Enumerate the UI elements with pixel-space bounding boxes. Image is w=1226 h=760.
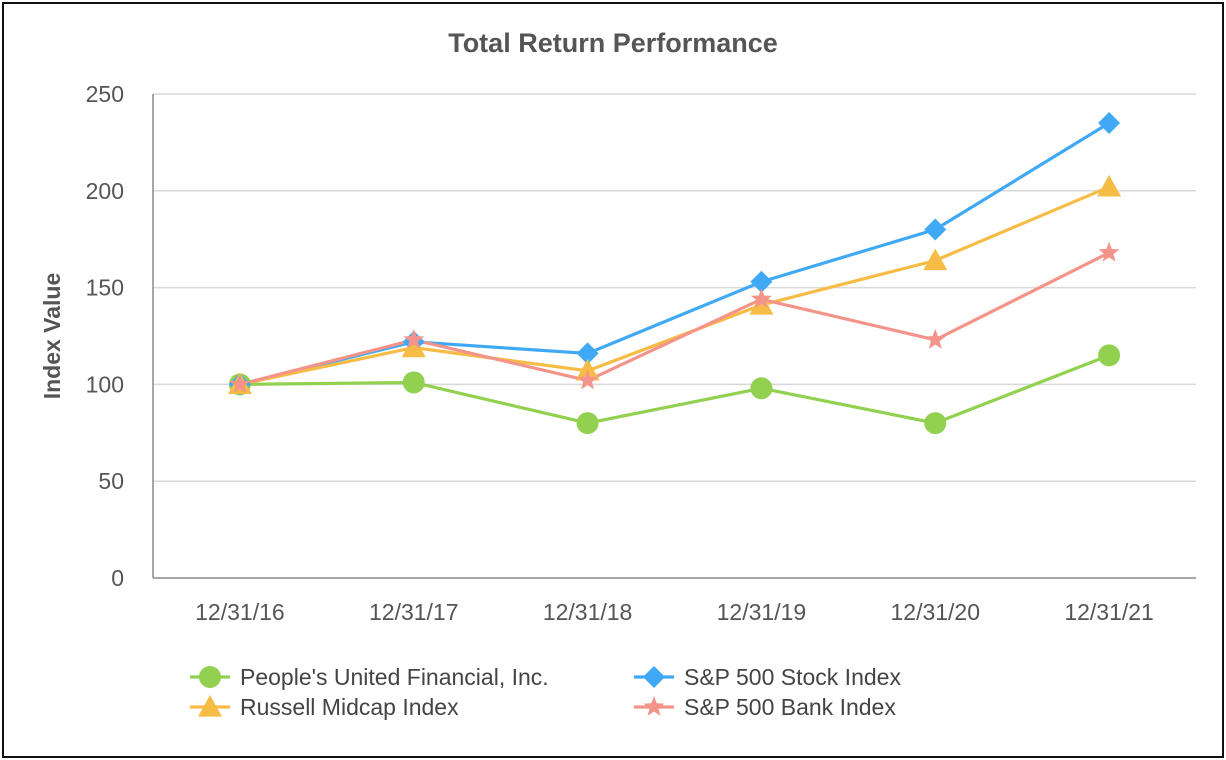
marker-star (577, 369, 599, 390)
series-line (239, 121, 1110, 386)
y-tick-label: 250 (86, 81, 124, 107)
marker-triangle (749, 293, 774, 315)
legend-label: S&P 500 Stock Index (684, 664, 901, 690)
legend-label: S&P 500 Bank Index (684, 694, 896, 720)
marker-star (229, 373, 251, 394)
marker-star (924, 328, 946, 349)
x-tick-label: 12/31/20 (890, 599, 980, 625)
marker-triangle (1097, 174, 1122, 197)
y-tick-label: 200 (86, 178, 124, 204)
legend-label: Russell Midcap Index (240, 694, 459, 720)
y-tick-labels: 0 50 100 150 200 250 (86, 81, 124, 591)
marker-triangle (923, 248, 948, 271)
series-markers (227, 112, 1122, 435)
marker-diamond (576, 342, 599, 365)
marker-diamond (750, 270, 773, 293)
legend: People's United Financial, Inc. S&P 500 S… (190, 664, 901, 720)
series-line (239, 353, 1110, 425)
marker-triangle (401, 335, 426, 358)
marker-diamond (1098, 112, 1121, 135)
marker-circle (924, 412, 947, 435)
y-tick-label: 100 (86, 371, 124, 397)
x-tick-label: 12/31/18 (543, 599, 633, 625)
marker-star (1098, 241, 1120, 262)
axes (152, 94, 1196, 579)
y-axis-label: Index Value (39, 273, 65, 400)
series-lines (239, 121, 1110, 425)
marker-diamond (643, 666, 665, 688)
x-tick-label: 12/31/17 (369, 599, 459, 625)
x-tick-label: 12/31/21 (1064, 599, 1154, 625)
series-line (239, 251, 1110, 386)
chart-title: Total Return Performance (448, 28, 778, 58)
marker-star (750, 288, 772, 309)
y-tick-label: 50 (98, 468, 124, 494)
x-tick-label: 12/31/19 (717, 599, 807, 625)
marker-circle (750, 377, 773, 400)
y-tick-label: 0 (111, 565, 124, 591)
marker-circle (576, 412, 599, 435)
y-tick-label: 150 (86, 275, 124, 301)
marker-diamond (924, 218, 947, 241)
marker-triangle (198, 695, 222, 717)
x-tick-label: 12/31/16 (195, 599, 285, 625)
series-line (239, 185, 1110, 386)
x-tick-labels: 12/31/16 12/31/17 12/31/18 12/31/19 12/31/20… (195, 599, 1154, 625)
marker-circle (1098, 344, 1121, 367)
marker-star (403, 328, 425, 349)
marker-star (643, 696, 665, 716)
marker-circle (402, 371, 425, 394)
marker-circle (199, 666, 221, 688)
legend-label: People's United Financial, Inc. (240, 664, 549, 690)
